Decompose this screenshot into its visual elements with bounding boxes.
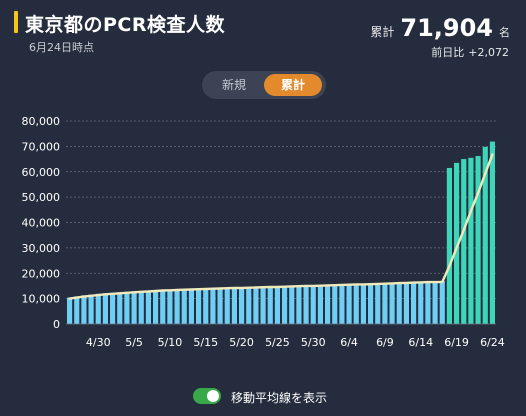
bar — [346, 284, 352, 324]
bar — [389, 282, 395, 324]
bar — [246, 287, 252, 324]
page-title: 東京都のPCR検査人数 — [25, 14, 225, 36]
bar — [425, 281, 431, 324]
x-tick-label: 5/20 — [229, 336, 254, 349]
bar — [274, 286, 280, 324]
total-label: 累計 — [370, 25, 395, 39]
bar — [124, 291, 130, 324]
bar — [446, 167, 452, 324]
bar — [210, 288, 216, 324]
moving-average-label: 移動平均線を表示 — [231, 391, 328, 405]
bar — [403, 282, 409, 324]
title-accent-bar — [14, 11, 18, 33]
bar — [138, 291, 144, 324]
bar — [382, 282, 388, 324]
bar — [368, 283, 374, 324]
bar — [461, 159, 467, 324]
tab-new[interactable]: 新規 — [221, 78, 246, 92]
x-tick-label: 6/24 — [480, 336, 505, 349]
bar — [454, 162, 460, 324]
bar — [289, 285, 295, 324]
x-tick-label: 4/30 — [86, 336, 111, 349]
x-tick-label: 5/15 — [193, 336, 218, 349]
bar — [160, 289, 166, 324]
bar — [303, 285, 309, 324]
bar — [81, 295, 87, 324]
day-over-day: 前日比 +2,072 — [431, 44, 509, 60]
bar — [88, 294, 94, 324]
x-tick-label: 5/5 — [125, 336, 143, 349]
mode-tab-group: 新規 累計 — [202, 71, 326, 99]
bar — [196, 288, 202, 324]
bar — [489, 141, 495, 324]
bar — [174, 289, 180, 324]
y-tick-label: 60,000 — [22, 166, 61, 179]
bar — [224, 287, 230, 324]
bar — [153, 290, 159, 324]
bar — [181, 288, 187, 324]
diff-value: +2,072 — [468, 46, 509, 59]
bar — [95, 293, 101, 324]
bar — [282, 286, 288, 324]
bar — [260, 286, 266, 324]
bar — [439, 280, 445, 324]
bar — [102, 293, 108, 324]
bar — [432, 281, 438, 324]
bar — [67, 297, 73, 324]
bar — [117, 292, 123, 324]
bar — [167, 289, 173, 324]
bar — [360, 283, 366, 324]
bar — [217, 287, 223, 324]
total-summary: 累計 71,904 名 — [370, 14, 510, 42]
bar — [396, 282, 402, 324]
bar — [411, 281, 417, 324]
y-tick-label: 30,000 — [22, 242, 61, 255]
as-of-date: 6月24日時点 — [29, 41, 94, 54]
bar — [332, 284, 338, 324]
bar — [418, 281, 424, 324]
bar — [468, 157, 474, 324]
moving-average-line — [68, 153, 494, 300]
x-tick-label: 5/25 — [265, 336, 290, 349]
x-tick-label: 6/19 — [444, 336, 469, 349]
bar — [239, 287, 245, 324]
y-tick-label: 70,000 — [22, 140, 61, 153]
bar — [482, 146, 488, 324]
bar — [353, 283, 359, 324]
x-tick-label: 6/4 — [340, 336, 358, 349]
bar — [145, 290, 151, 324]
bar — [375, 283, 381, 324]
bar — [296, 285, 302, 324]
bar — [253, 286, 259, 324]
bar — [231, 287, 237, 324]
bar — [339, 284, 345, 324]
tab-cumulative[interactable]: 累計 — [264, 74, 322, 96]
y-tick-label: 40,000 — [22, 217, 61, 230]
bar — [267, 286, 273, 324]
bar — [131, 291, 137, 324]
bar — [110, 292, 116, 324]
y-tick-label: 20,000 — [22, 267, 61, 280]
x-tick-label: 5/30 — [301, 336, 326, 349]
bar — [475, 156, 481, 324]
bar — [317, 285, 323, 324]
diff-label: 前日比 — [431, 46, 465, 59]
bar — [325, 284, 331, 324]
bar — [188, 288, 194, 324]
x-tick-label: 6/9 — [376, 336, 394, 349]
moving-average-switch[interactable] — [193, 388, 221, 404]
y-tick-label: 10,000 — [22, 293, 61, 306]
y-tick-label: 80,000 — [22, 115, 61, 128]
total-unit: 名 — [499, 26, 510, 39]
total-value: 71,904 — [400, 14, 493, 42]
switch-knob — [207, 390, 219, 402]
x-tick-label: 6/14 — [408, 336, 433, 349]
bar — [310, 285, 316, 324]
bar — [74, 296, 80, 324]
y-tick-label: 0 — [53, 318, 60, 331]
bar — [203, 288, 209, 324]
y-tick-label: 50,000 — [22, 191, 61, 204]
x-tick-label: 5/10 — [158, 336, 183, 349]
